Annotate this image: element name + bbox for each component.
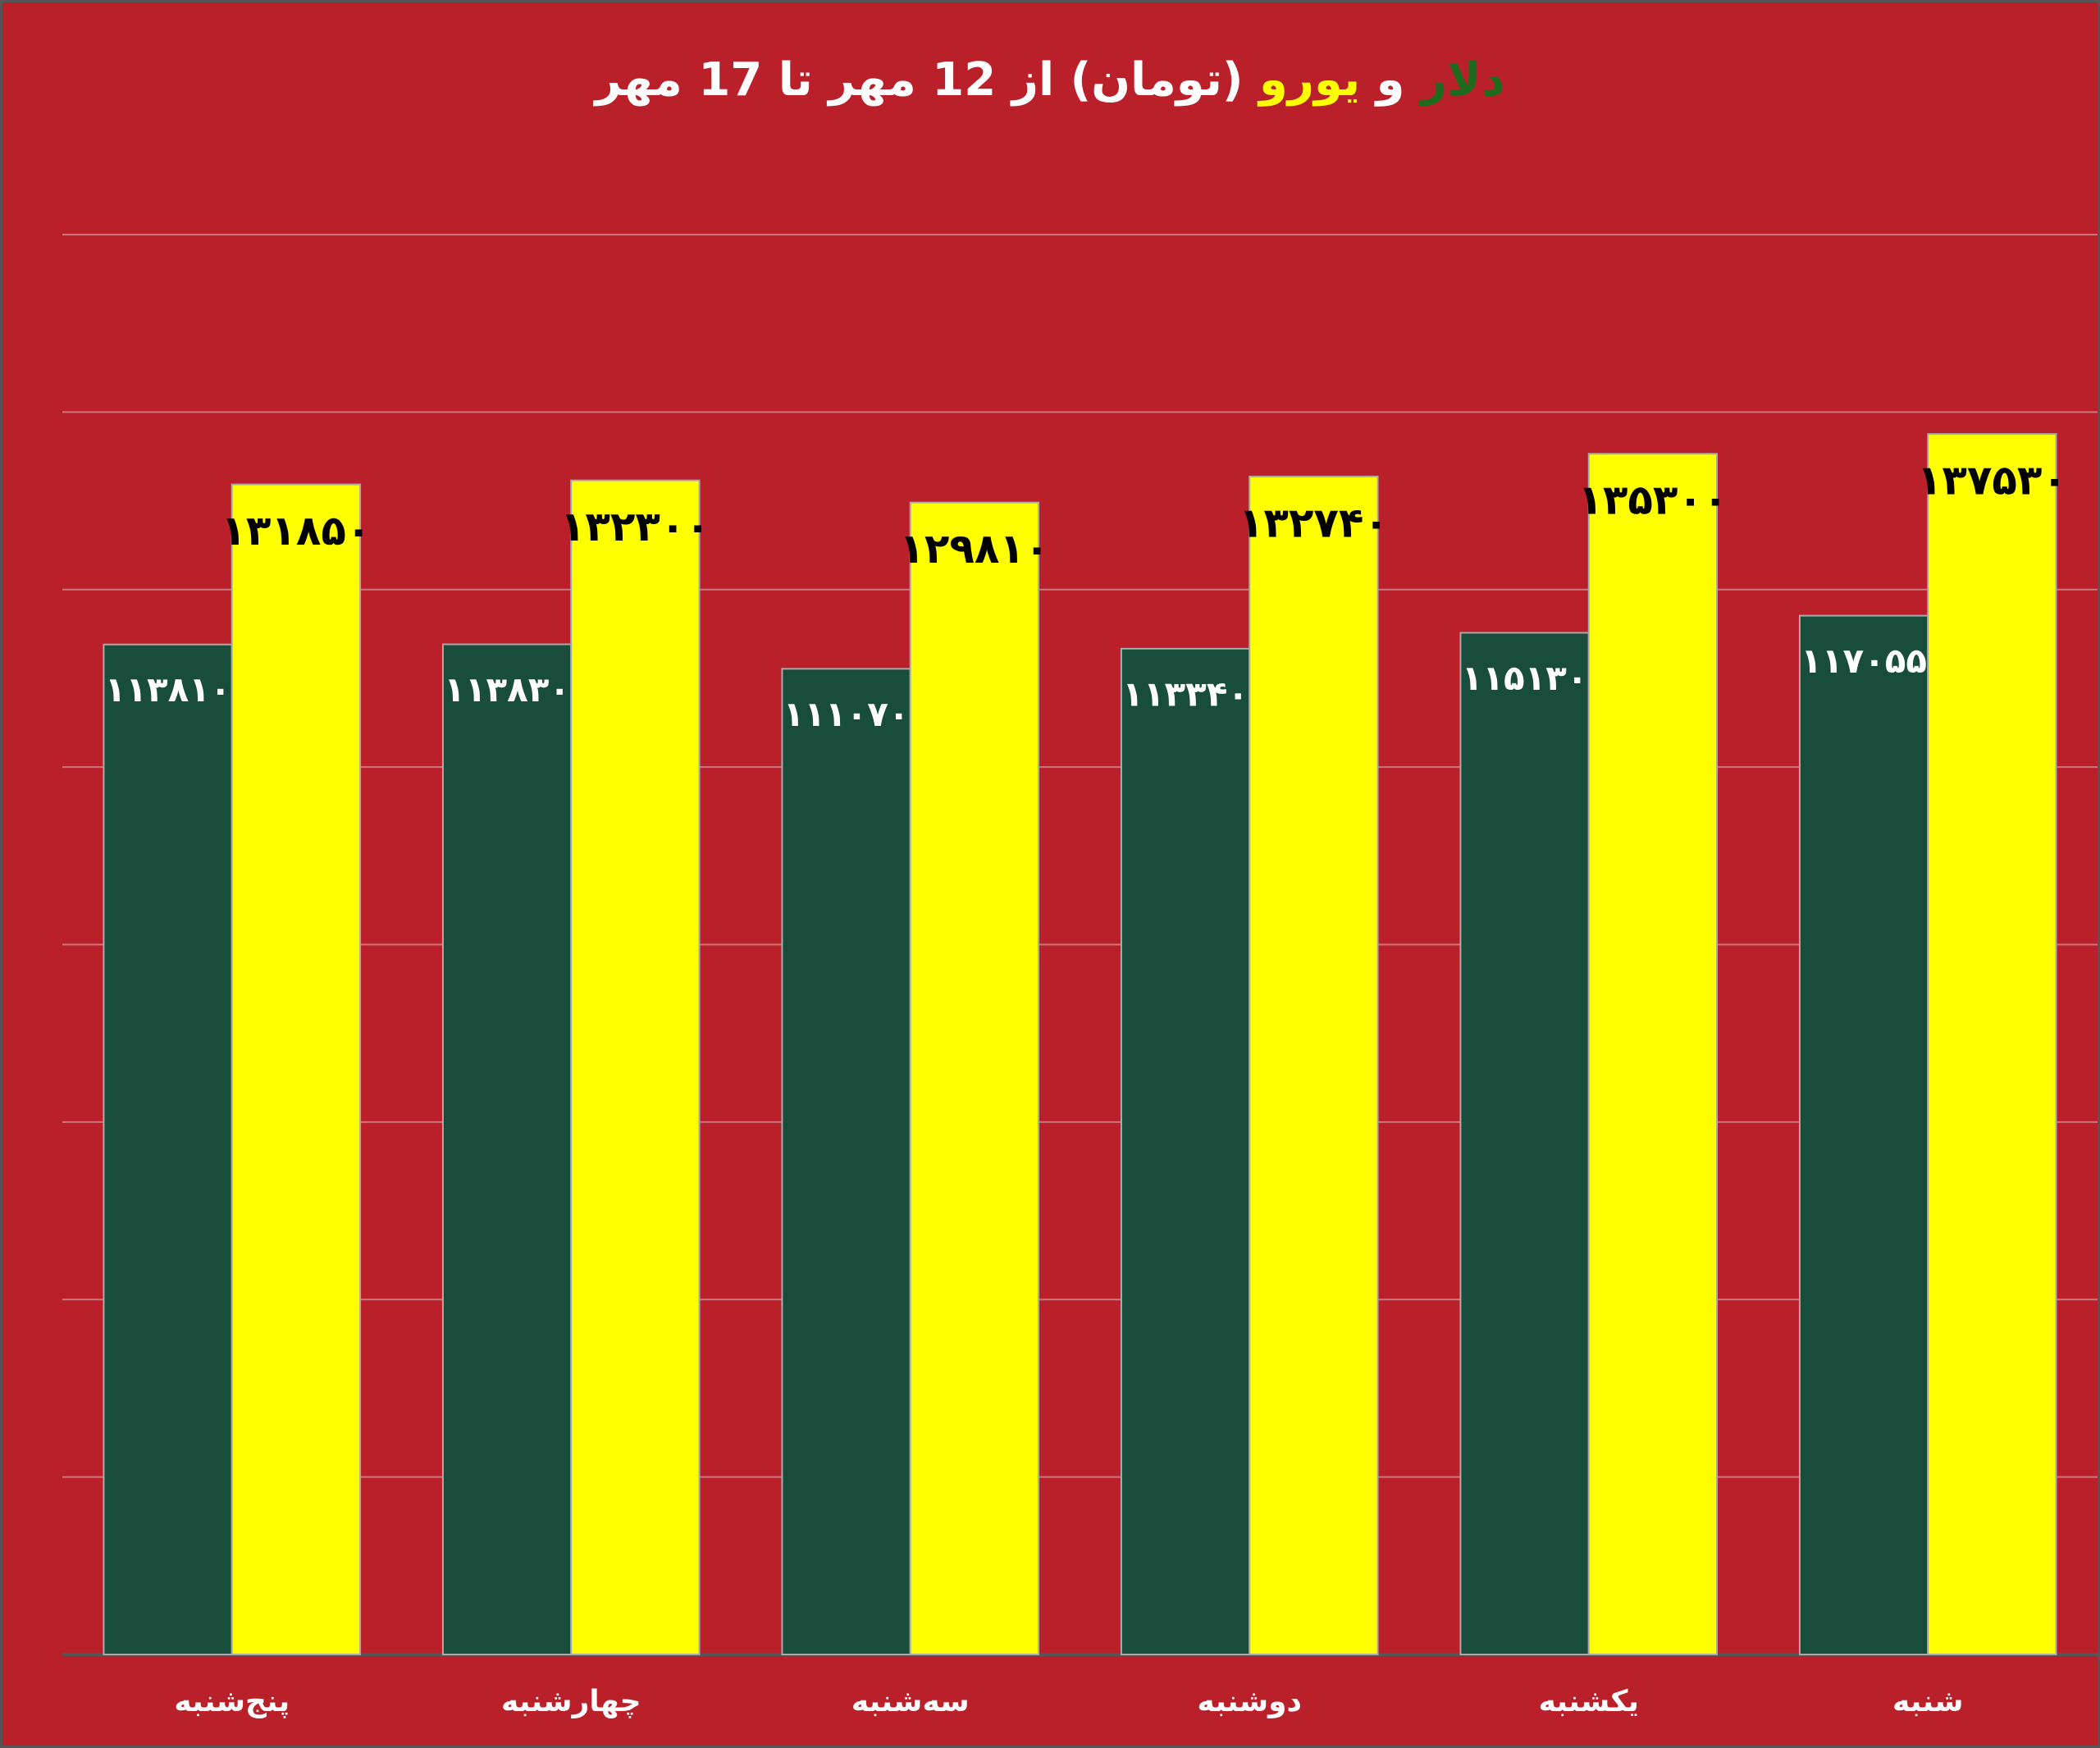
bar xyxy=(781,668,911,1655)
bar xyxy=(1587,453,1719,1655)
title-dollar: دلار xyxy=(1420,53,1505,107)
value-label: ۱۲۹۸۱۰ xyxy=(899,525,1049,573)
x-tick-label: پنج‌شنبه xyxy=(174,1685,290,1718)
bar xyxy=(1120,647,1251,1655)
bar xyxy=(1798,614,1929,1655)
bar xyxy=(1927,433,2057,1655)
bar xyxy=(441,643,573,1655)
x-tick-label: سه‌شنبه xyxy=(851,1685,970,1718)
value-label: ۱۳۲۳۰۰ xyxy=(560,503,710,550)
value-label: ۱۳۷۵۳۰ xyxy=(1917,457,2067,504)
bar xyxy=(909,501,1040,1655)
bar xyxy=(1459,632,1590,1656)
value-label: ۱۱۳۸۱۰ xyxy=(105,669,231,710)
value-label: ۱۱۷۰۵۵ xyxy=(1801,641,1927,681)
title-text: (تومان) از 12 مهر تا 17 مهر xyxy=(595,53,1244,107)
value-label: ۱۱۵۱۳۰ xyxy=(1462,658,1588,698)
x-tick-label: چهارشنبه xyxy=(501,1685,641,1718)
title-euro: یورو xyxy=(1258,53,1361,107)
bar xyxy=(570,479,701,1656)
value-label: ۱۱۳۳۴۰ xyxy=(1122,673,1249,714)
bar xyxy=(1249,475,1379,1656)
x-tick-label: شنبه xyxy=(1892,1685,1964,1718)
value-label: ۱۱۳۸۳۰ xyxy=(444,669,570,710)
x-tick-label: یکشنبه xyxy=(1539,1685,1639,1718)
bar xyxy=(103,643,233,1656)
value-label: ۱۱۱۰۷۰ xyxy=(783,694,910,734)
value-label: ۱۳۱۸۵۰ xyxy=(221,507,371,555)
chart-title: دلار و یورو (تومان) از 12 مهر تا 17 مهر xyxy=(2,53,2098,107)
title-connector: و xyxy=(1376,53,1405,107)
x-tick-label: دوشنبه xyxy=(1198,1685,1302,1718)
value-label: ۱۳۲۷۴۰ xyxy=(1239,499,1389,546)
value-label: ۱۳۵۳۰۰ xyxy=(1577,477,1728,524)
bar xyxy=(231,483,362,1655)
